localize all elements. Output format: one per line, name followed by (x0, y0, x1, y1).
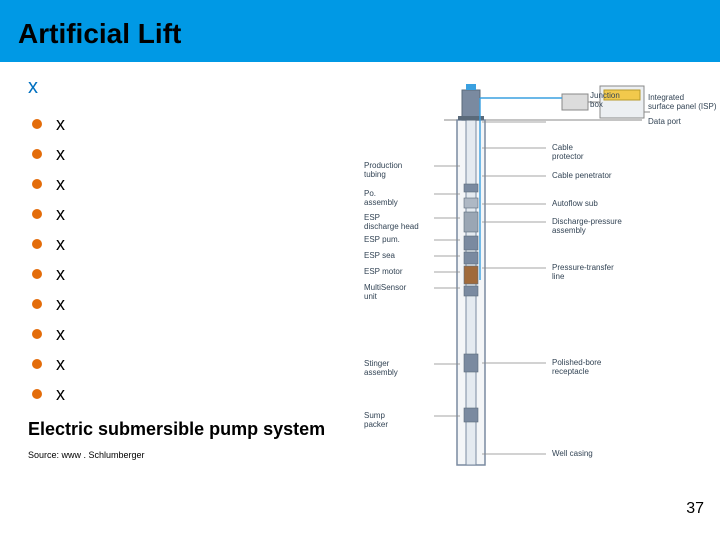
bullet-text: x (56, 174, 65, 195)
diagram-label-data_port: Data port (648, 118, 681, 127)
bullet-dot-icon (32, 179, 42, 189)
diagram-label-isp_lbl: Integrated surface panel (ISP) (648, 94, 716, 112)
bullet-dot-icon (32, 119, 42, 129)
bullet-text: x (56, 114, 65, 135)
diagram-label-esp_pump: ESP pum. (364, 236, 400, 245)
bullet-text: x (56, 354, 65, 375)
diagram-label-esp_discharge_head: ESP discharge head (364, 214, 419, 232)
slide: Artificial Lift x xxxxxxxxxx Electric su… (0, 0, 720, 540)
diagram-label-cable_penetrator: Cable penetrator (552, 172, 612, 181)
title-bar: Artificial Lift (0, 0, 720, 62)
bullet-text: x (56, 234, 65, 255)
bullet-text: x (56, 144, 65, 165)
diagram-label-polished_bore: Polished-bore receptacle (552, 359, 601, 377)
diagram-label-well_casing: Well casing (552, 450, 593, 459)
diagram-label-autoflow_sub: Autoflow sub (552, 200, 598, 209)
bullet-dot-icon (32, 269, 42, 279)
bullet-text: x (56, 204, 65, 225)
diagram-label-stinger_assembly: Stinger assembly (364, 360, 398, 378)
diagram-label-discharge_pressure: Discharge-pressure assembly (552, 218, 622, 236)
esp-diagram: Production tubing Po. assembly ESP dischar… (342, 80, 682, 480)
diagram-label-pod_assembly: Po. assembly (364, 190, 398, 208)
diagram-label-multisensor_unit: MultiSensor unit (364, 284, 406, 302)
page-number: 37 (686, 500, 704, 518)
bullet-dot-icon (32, 389, 42, 399)
diagram-label-esp_motor: ESP motor (364, 268, 403, 277)
bullet-dot-icon (32, 209, 42, 219)
bullet-dot-icon (32, 329, 42, 339)
bullet-text: x (56, 264, 65, 285)
bullet-text: x (56, 294, 65, 315)
diagram-label-production_tubing: Production tubing (364, 162, 402, 180)
diagram-label-pressure_transfer_line: Pressure-transfer line (552, 264, 614, 282)
diagram-label-junction_box_lbl: Junction box (590, 92, 620, 110)
bullet-text: x (56, 324, 65, 345)
bullet-dot-icon (32, 149, 42, 159)
bullet-dot-icon (32, 239, 42, 249)
bullet-text: x (56, 384, 65, 405)
bullet-dot-icon (32, 359, 42, 369)
slide-title: Artificial Lift (18, 18, 720, 50)
bullet-dot-icon (32, 299, 42, 309)
diagram-label-sump_packer: Sump packer (364, 412, 388, 430)
diagram-label-cable_protector: Cable protector (552, 144, 584, 162)
diagram-label-esp_seal: ESP sea (364, 252, 395, 261)
